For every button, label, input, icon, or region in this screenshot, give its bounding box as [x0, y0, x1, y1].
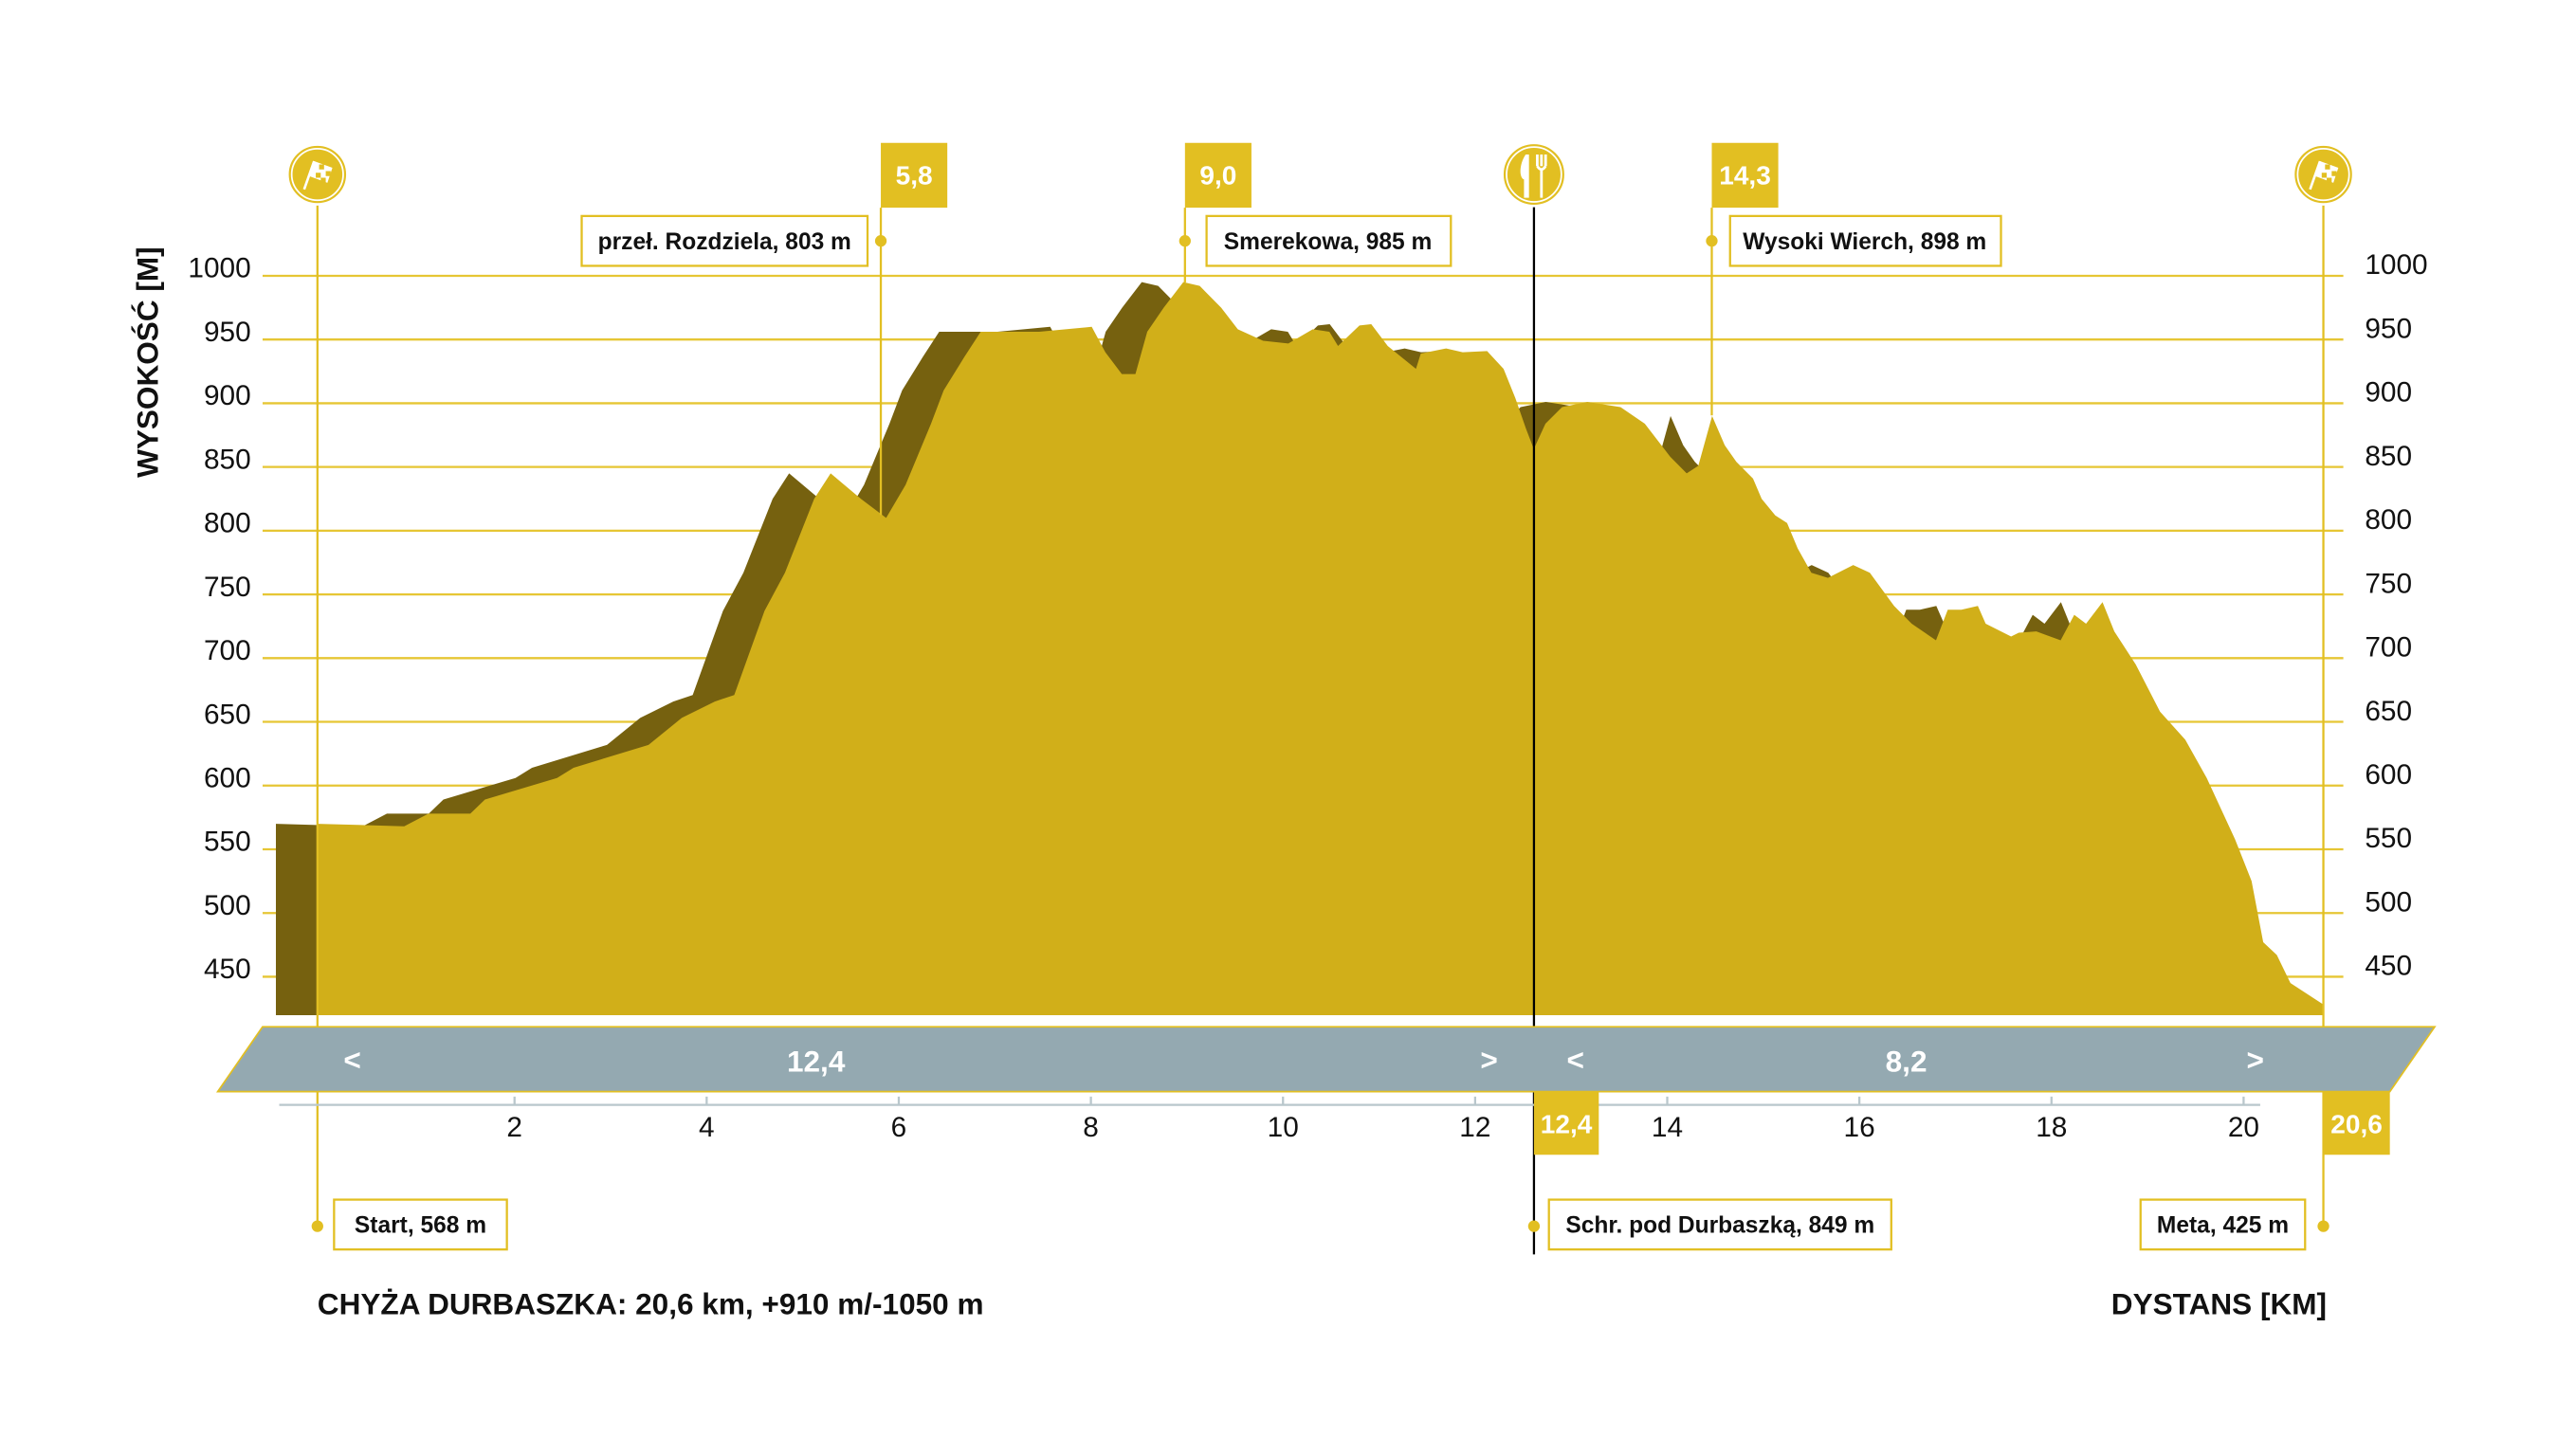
finish-label: Meta, 425 m — [2157, 1213, 2289, 1239]
segment1-distance: 12,4 — [787, 1045, 846, 1079]
y-tick-label: 950 — [2365, 313, 2412, 344]
x-tick-label: 6 — [891, 1112, 907, 1143]
wierch-label: Wysoki Wierch, 898 m — [1743, 229, 1986, 255]
km-badge-5-8 — [881, 142, 948, 209]
y-tick-label: 600 — [204, 763, 251, 794]
x-tick-label: 20 — [2228, 1112, 2259, 1143]
y-tick-label: 800 — [204, 508, 251, 539]
shelter-label-box — [1547, 1198, 1892, 1251]
y-tick-label: 750 — [2365, 568, 2412, 599]
x-tick-label: 16 — [1844, 1112, 1875, 1143]
x-tick-label: 4 — [699, 1112, 715, 1143]
segment1-left-arrow: < — [343, 1043, 360, 1077]
y-tick-label: 450 — [204, 954, 251, 985]
y-tick-label: 950 — [204, 317, 251, 348]
km-badge-12-4-text: 12,4 — [1541, 1109, 1593, 1138]
y-tick-label: 900 — [204, 380, 251, 411]
y-tick-label: 800 — [2365, 504, 2412, 536]
km-badge-9-0 — [1184, 142, 1251, 209]
smerekowa-label-box — [1205, 214, 1452, 267]
smerekowa-label: Smerekowa, 985 m — [1224, 229, 1433, 255]
y-tick-label: 900 — [2365, 377, 2412, 409]
km-badge-20-6 — [2323, 1091, 2390, 1155]
y-tick-label: 850 — [2365, 441, 2412, 472]
start-label-box — [333, 1198, 508, 1251]
pass-label: przeł. Rozdziela, 803 m — [598, 229, 851, 255]
segment2-right-arrow: > — [2246, 1043, 2263, 1077]
shelter-dot — [1527, 1220, 1541, 1232]
y-tick-label: 850 — [204, 444, 251, 475]
x-tick-label: 8 — [1083, 1112, 1099, 1143]
fork-knife-icon — [1501, 141, 1567, 208]
km-badge-20-6-text: 20,6 — [2330, 1109, 2383, 1138]
y-tick-labels-left: 1000 950 900 850 800 750 700 650 600 550 500 450 — [188, 253, 250, 985]
smerekowa-dot — [1178, 235, 1191, 247]
x-tick-label: 14 — [1652, 1112, 1683, 1143]
pass-label-box — [580, 214, 869, 267]
y-tick-label: 500 — [2365, 886, 2412, 918]
y-tick-label: 450 — [2365, 951, 2412, 982]
wierch-dot — [1706, 235, 1718, 247]
y-axis-title: WYSOKOŚĆ [M] — [131, 246, 165, 478]
x-tick-labels: 2 4 6 8 10 12 14 16 18 20 — [506, 1096, 2259, 1143]
y-tick-label: 700 — [2365, 632, 2412, 664]
checkered-flag-icon — [285, 143, 349, 206]
elevation-profile-area — [317, 282, 2324, 1016]
shelter-label: Schr. pod Durbaszką, 849 m — [1565, 1213, 1874, 1239]
x-tick-label: 18 — [2036, 1112, 2067, 1143]
finish-dot — [2317, 1220, 2329, 1232]
y-tick-label: 600 — [2365, 759, 2412, 791]
km-badge-12-4 — [1533, 1091, 1599, 1155]
y-tick-label: 1000 — [188, 253, 250, 284]
y-tick-label: 650 — [204, 699, 251, 730]
km-badge-9-0-text: 9,0 — [1199, 161, 1236, 191]
checkered-flag-icon — [2292, 143, 2355, 206]
y-tick-labels-right: 1000 950 900 850 800 750 700 650 600 550 500 450 — [2365, 249, 2427, 981]
x-tick-label: 12 — [1459, 1112, 1490, 1143]
y-tick-label: 700 — [204, 635, 251, 666]
start-dot — [311, 1220, 323, 1232]
start-label: Start, 568 m — [355, 1213, 486, 1239]
x-tick-label: 2 — [506, 1112, 522, 1143]
segment1-right-arrow: > — [1480, 1043, 1497, 1077]
wierch-label-box — [1728, 214, 2002, 267]
km-badge-5-8-text: 5,8 — [896, 161, 933, 191]
y-tick-label: 650 — [2365, 696, 2412, 727]
y-tick-label: 1000 — [2365, 249, 2427, 281]
chart-title: CHYŻA DURBASZKA: 20,6 km, +910 m/-1050 m — [318, 1287, 984, 1321]
segment2-distance: 8,2 — [1886, 1045, 1927, 1079]
y-tick-label: 500 — [204, 890, 251, 921]
y-tick-label: 550 — [204, 827, 251, 858]
x-tick-label: 10 — [1268, 1112, 1299, 1143]
finish-label-box — [2139, 1198, 2307, 1251]
y-tick-label: 550 — [2365, 823, 2412, 854]
segment2-left-arrow: < — [1567, 1043, 1584, 1077]
y-tick-label: 750 — [204, 572, 251, 603]
x-axis-title: DYSTANS [KM] — [2111, 1287, 2327, 1321]
distance-ribbon — [215, 1026, 2437, 1093]
pass-dot — [874, 235, 887, 247]
km-badge-14-3 — [1711, 142, 1779, 209]
km-badge-14-3-text: 14,3 — [1719, 161, 1771, 191]
